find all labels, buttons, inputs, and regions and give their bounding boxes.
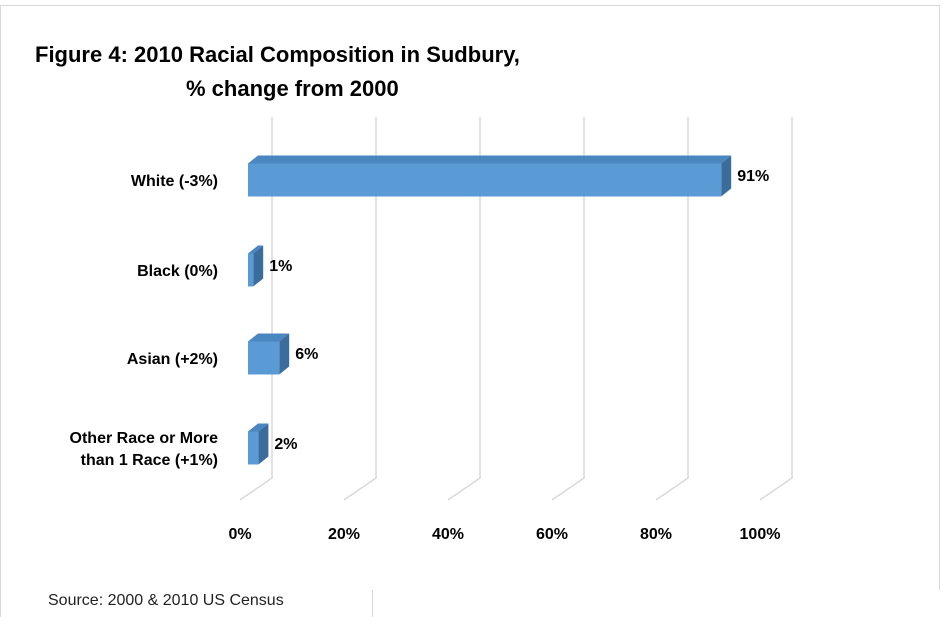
chart-subtitle: % change from 2000 [186,76,399,101]
x-tick-label: 80% [640,526,672,543]
bar [248,333,290,375]
bar [248,245,264,287]
x-tick-label: 40% [432,526,464,543]
frame [0,5,940,617]
bar-top [248,155,732,164]
bar-side [721,155,732,197]
grid-line [239,117,273,501]
bar-side [279,333,290,375]
bar-top [248,333,290,342]
x-tick-label: 20% [328,526,360,543]
y-tick-label: Black (0%) [137,263,218,280]
x-tick-label: 0% [228,526,251,543]
x-tick-label: 60% [536,526,568,543]
grid-line [551,117,585,501]
bar [248,155,732,197]
bar-front [248,163,722,197]
bar-side [253,245,264,287]
bar-front [248,253,254,287]
grid-line [343,117,377,501]
grid-line [447,117,481,501]
bar-side [258,423,269,465]
grid-line [655,117,689,501]
value-label: 2% [274,436,297,453]
value-label: 6% [295,346,318,363]
y-tick-label: White (-3%) [131,173,218,190]
value-label: 91% [737,168,769,185]
y-tick-label: Other Race or More than 1 Race (+1%) [70,430,219,469]
bar-top [248,245,264,254]
x-tick-label: 100% [740,526,781,543]
bar [248,423,269,465]
source-note: Source: 2000 & 2010 US Census [48,592,284,609]
chart-title: Figure 4: 2010 Racial Composition in Sud… [35,42,520,67]
bar-top [248,423,269,432]
bar-front [248,341,280,375]
grid-line [759,117,793,501]
value-label: 1% [269,258,292,275]
y-tick-label: Asian (+2%) [127,351,218,368]
bar-front [248,431,259,465]
